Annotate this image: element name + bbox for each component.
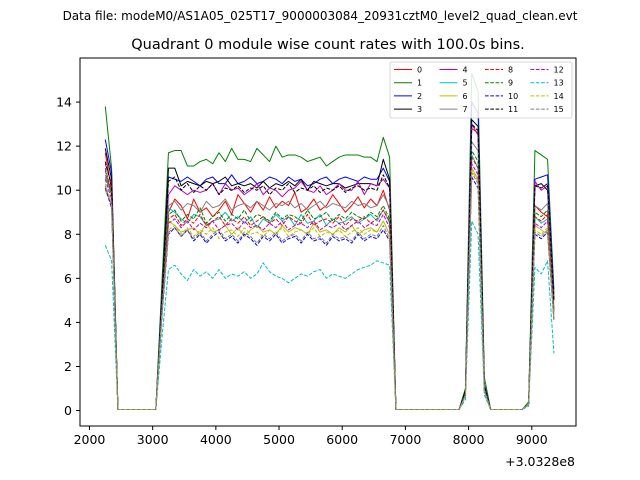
legend-label-2: 2 (417, 92, 422, 101)
y-tick-label: 8 (64, 227, 72, 242)
legend-label-5: 5 (463, 79, 468, 88)
y-tick-label: 14 (56, 95, 72, 110)
y-tick-label: 0 (64, 403, 72, 418)
series-line-10 (104, 176, 555, 410)
legend-label-6: 6 (463, 92, 468, 101)
legend-label-13: 13 (554, 79, 564, 88)
series-layer (104, 72, 555, 410)
y-tick-label: 2 (64, 359, 72, 374)
x-tick-label: 7000 (389, 432, 421, 447)
series-line-13 (104, 220, 555, 410)
y-tick-label: 4 (64, 315, 72, 330)
legend-box (389, 61, 573, 119)
legend-label-10: 10 (508, 92, 518, 101)
y-tick-label: 12 (56, 139, 72, 154)
chart-suptitle: Data file: modeM0/AS1A05_025T17_90000030… (63, 9, 578, 23)
series-line-14 (104, 169, 555, 410)
x-tick-label: 9000 (516, 432, 548, 447)
legend-label-9: 9 (508, 79, 513, 88)
legend-label-1: 1 (417, 79, 422, 88)
x-tick-label: 2000 (74, 432, 106, 447)
series-line-11 (104, 123, 555, 410)
x-axis: 2000 3000 4000 5000 6000 7000 8000 9000 (74, 426, 548, 447)
x-tick-label: 3000 (137, 432, 169, 447)
y-tick-label: 6 (64, 271, 72, 286)
y-axis: 0 2 4 6 8 10 12 14 (56, 95, 80, 418)
axes-frame (79, 57, 577, 427)
y-tick-label: 10 (56, 183, 72, 198)
legend-label-15: 15 (554, 105, 564, 114)
x-offset-label: +3.0328e8 (505, 454, 575, 469)
x-tick-label: 4000 (200, 432, 232, 447)
legend-label-4: 4 (463, 66, 468, 75)
x-tick-label: 6000 (326, 432, 358, 447)
plot-area (80, 58, 576, 426)
legend-label-14: 14 (554, 92, 564, 101)
x-tick-label: 8000 (453, 432, 485, 447)
legend-label-0: 0 (417, 66, 422, 75)
series-line-15 (104, 172, 555, 410)
legend-label-7: 7 (463, 105, 468, 114)
legend-label-12: 12 (554, 66, 564, 75)
x-tick-label: 5000 (263, 432, 295, 447)
chart-title: Quadrant 0 module wise count rates with … (131, 37, 525, 53)
legend-label-11: 11 (508, 105, 518, 114)
legend-label-8: 8 (508, 66, 513, 75)
legend-label-3: 3 (417, 105, 422, 114)
